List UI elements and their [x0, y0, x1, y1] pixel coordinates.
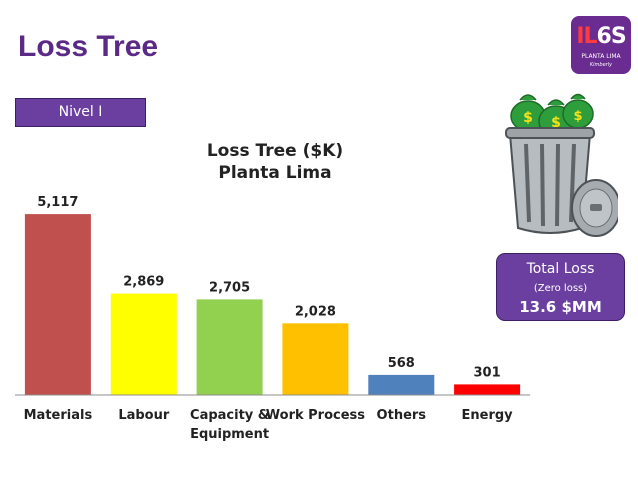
- data-label-1: 2,869: [123, 275, 164, 290]
- total-loss-box: Total Loss (Zero loss) 13.6 $MM: [496, 253, 625, 321]
- data-label-3: 2,028: [295, 304, 336, 319]
- category-label-0: Materials: [24, 408, 93, 423]
- total-loss-label: Total Loss: [526, 261, 595, 277]
- category-label-4: Others: [377, 408, 427, 423]
- logo-main-right: 6S: [596, 24, 627, 49]
- data-label-5: 301: [474, 365, 501, 380]
- svg-text:$: $: [523, 110, 533, 126]
- bar-1: [110, 293, 177, 395]
- slide-title: Loss Tree: [18, 30, 159, 63]
- chart-title: Loss Tree ($K): [206, 141, 344, 161]
- level-badge: Nivel I: [15, 98, 146, 127]
- data-label-2: 2,705: [209, 280, 250, 295]
- category-label-1: Labour: [118, 408, 170, 423]
- bar-0: [24, 214, 91, 395]
- bar-4: [368, 374, 435, 395]
- total-loss-value: 13.6 $MM: [519, 298, 602, 316]
- category-label-3: Work Process: [266, 408, 366, 423]
- total-loss-note: (Zero loss): [533, 283, 588, 294]
- bar-2: [196, 299, 263, 395]
- trash-can-icon: $ $ $: [505, 93, 618, 237]
- data-label-4: 568: [388, 356, 415, 371]
- chart-title-block: Loss Tree ($K) Planta Lima: [190, 140, 360, 184]
- chart-subtitle: Planta Lima: [218, 163, 332, 183]
- category-label-5: Energy: [462, 408, 514, 423]
- bar-5: [454, 384, 521, 395]
- svg-text:$: $: [573, 109, 582, 124]
- logo-main-left: IL: [576, 24, 597, 49]
- logo-subtitle: PLANTA LIMA: [581, 53, 621, 60]
- bar-3: [282, 323, 349, 395]
- logo-icon: IL6S PLANTA LIMA Kimberly: [571, 16, 631, 74]
- category-label-2: Capacity & Equipment: [190, 408, 269, 442]
- svg-text:$: $: [551, 115, 561, 131]
- logo-brand: Kimberly: [589, 62, 613, 68]
- data-label-0: 5,117: [37, 195, 78, 210]
